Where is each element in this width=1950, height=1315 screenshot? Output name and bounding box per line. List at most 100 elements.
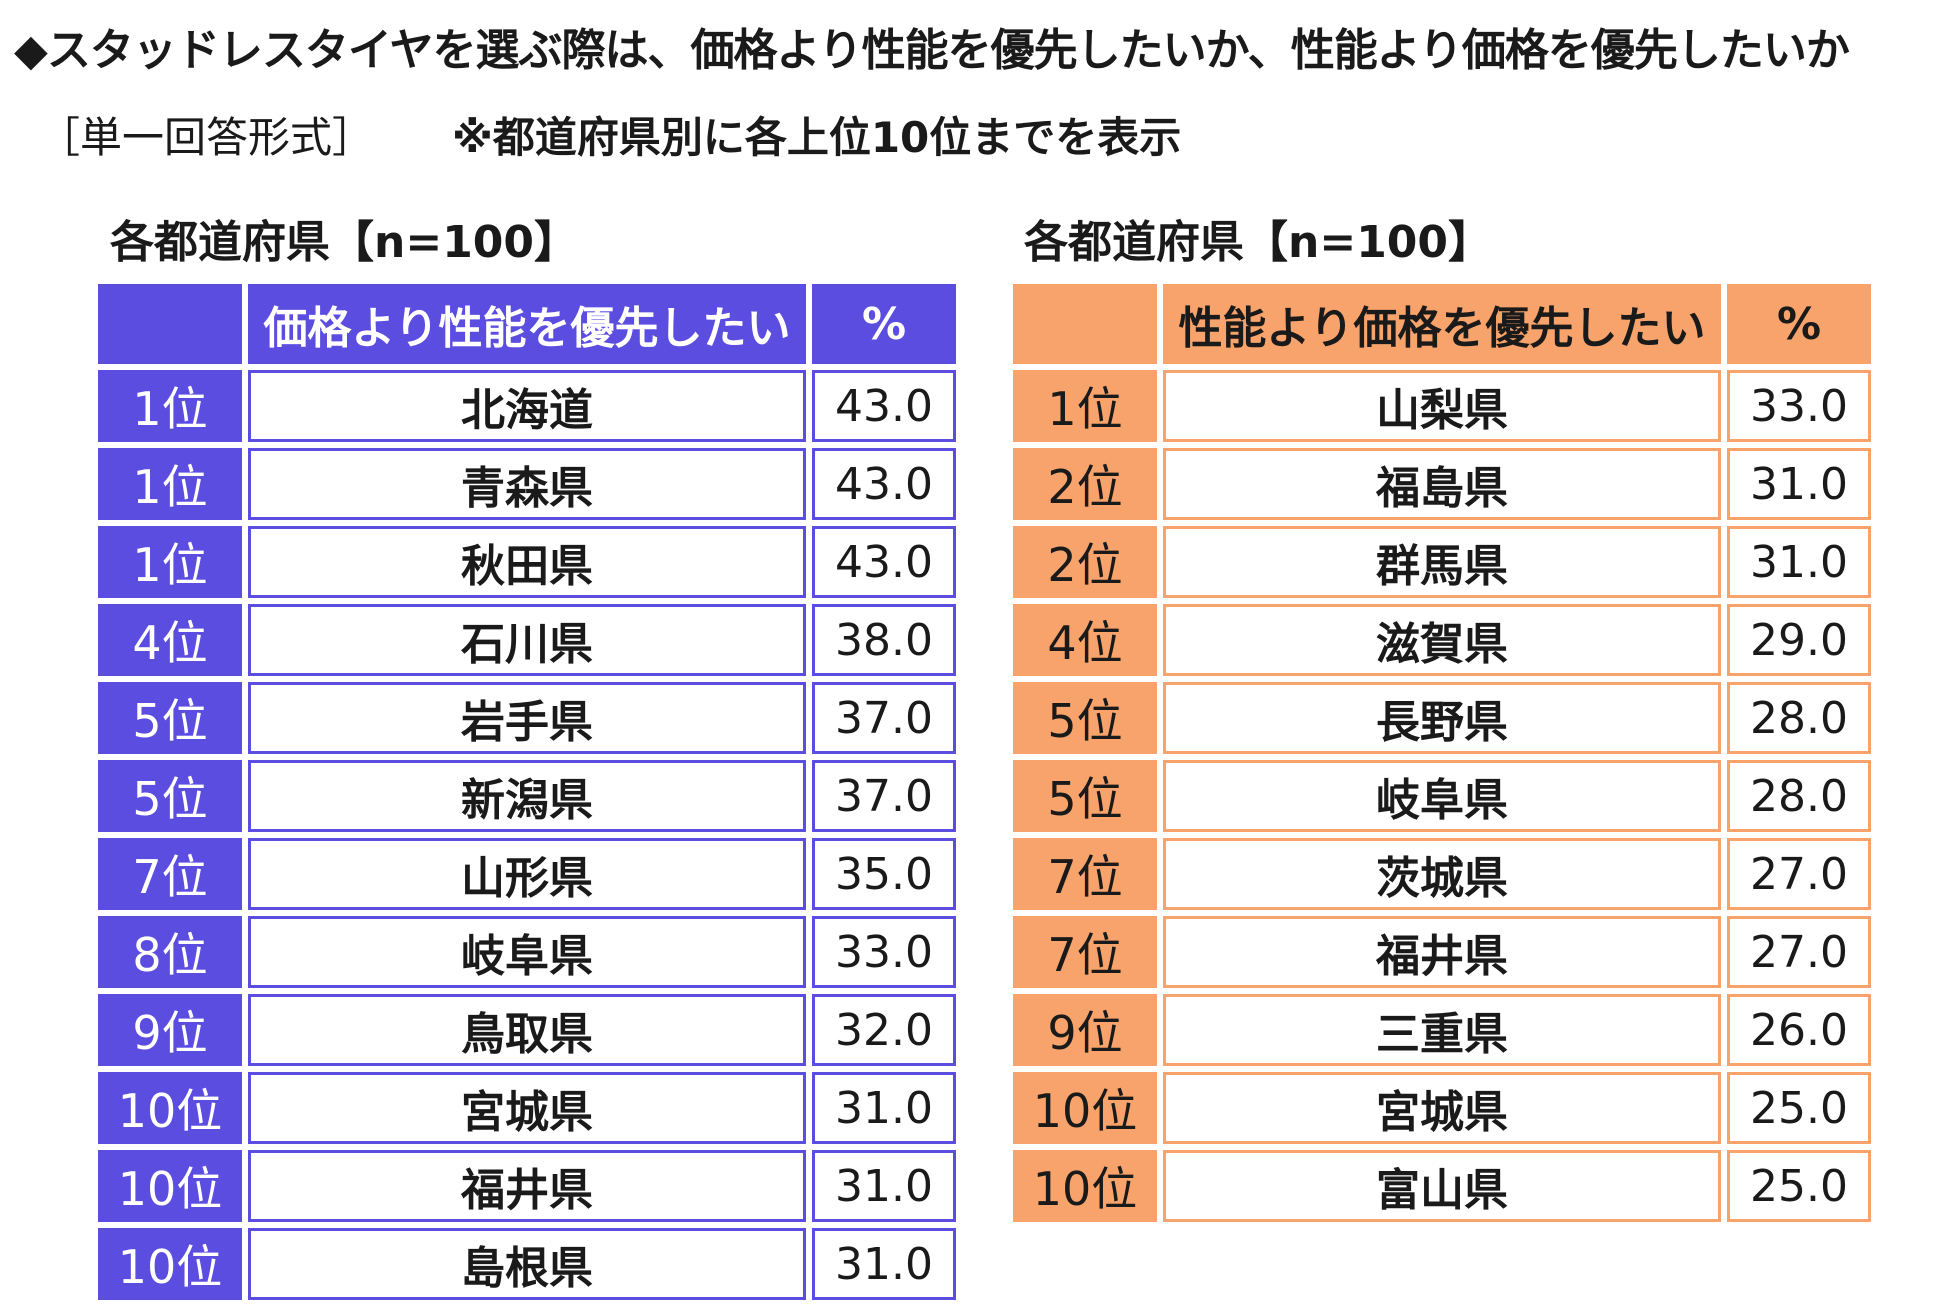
table-row: 4位 滋賀県 29.0: [1013, 604, 1871, 676]
prefecture-cell: 山梨県: [1163, 370, 1721, 442]
rank-cell: 4位: [98, 604, 242, 676]
rank-cell: 1位: [1013, 370, 1157, 442]
prefecture-cell: 秋田県: [248, 526, 806, 598]
table-row: 5位 長野県 28.0: [1013, 682, 1871, 754]
table-header-row: 価格より性能を優先したい %: [98, 284, 956, 364]
percent-cell: 35.0: [812, 838, 956, 910]
right-table-caption: 各都道府県【n=100】: [1024, 217, 1493, 268]
left-table-caption: 各都道府県【n=100】: [110, 217, 579, 268]
prefecture-cell: 福井県: [1163, 916, 1721, 988]
display-note: ※都道府県別に各上位10位までを表示: [452, 113, 1182, 162]
prefecture-cell: 島根県: [248, 1228, 806, 1300]
prefecture-cell: 群馬県: [1163, 526, 1721, 598]
prefecture-cell: 宮城県: [248, 1072, 806, 1144]
percent-cell: 31.0: [1727, 448, 1871, 520]
table-row: 5位 岐阜県 28.0: [1013, 760, 1871, 832]
prefecture-cell: 青森県: [248, 448, 806, 520]
table-row: 2位 福島県 31.0: [1013, 448, 1871, 520]
header-rank-cell: [98, 284, 242, 364]
prefecture-cell: 富山県: [1163, 1150, 1721, 1222]
answer-format-label: ［単一回答形式］: [38, 113, 375, 162]
table-row: 9位 鳥取県 32.0: [98, 994, 956, 1066]
percent-cell: 32.0: [812, 994, 956, 1066]
header-percent-cell: %: [812, 284, 956, 364]
rank-cell: 7位: [98, 838, 242, 910]
prefecture-cell: 滋賀県: [1163, 604, 1721, 676]
performance-priority-table: 価格より性能を優先したい % 1位 北海道 43.0 1位 青森県 43.0 1位 秋田県 43…: [98, 284, 956, 1306]
prefecture-cell: 石川県: [248, 604, 806, 676]
table-row: 5位 岩手県 37.0: [98, 682, 956, 754]
table-row: 10位 福井県 31.0: [98, 1150, 956, 1222]
prefecture-cell: 福井県: [248, 1150, 806, 1222]
percent-cell: 31.0: [812, 1150, 956, 1222]
table-row: 10位 宮城県 25.0: [1013, 1072, 1871, 1144]
prefecture-cell: 北海道: [248, 370, 806, 442]
rank-cell: 7位: [1013, 916, 1157, 988]
prefecture-cell: 茨城県: [1163, 838, 1721, 910]
percent-cell: 33.0: [1727, 370, 1871, 442]
prefecture-cell: 三重県: [1163, 994, 1721, 1066]
percent-cell: 31.0: [1727, 526, 1871, 598]
rank-cell: 10位: [98, 1072, 242, 1144]
percent-cell: 43.0: [812, 448, 956, 520]
table-row: 8位 岐阜県 33.0: [98, 916, 956, 988]
rank-cell: 10位: [98, 1150, 242, 1222]
rank-cell: 7位: [1013, 838, 1157, 910]
rank-cell: 1位: [98, 526, 242, 598]
rank-cell: 1位: [98, 448, 242, 520]
table-row: 10位 富山県 25.0: [1013, 1150, 1871, 1222]
rank-cell: 5位: [1013, 760, 1157, 832]
rank-cell: 2位: [1013, 526, 1157, 598]
table-row: 10位 宮城県 31.0: [98, 1072, 956, 1144]
rank-cell: 1位: [98, 370, 242, 442]
percent-cell: 38.0: [812, 604, 956, 676]
prefecture-cell: 福島県: [1163, 448, 1721, 520]
percent-cell: 31.0: [812, 1228, 956, 1300]
prefecture-cell: 宮城県: [1163, 1072, 1721, 1144]
header-percent-cell: %: [1727, 284, 1871, 364]
table-row: 4位 石川県 38.0: [98, 604, 956, 676]
table-row: 2位 群馬県 31.0: [1013, 526, 1871, 598]
prefecture-cell: 岩手県: [248, 682, 806, 754]
table-header-row: 性能より価格を優先したい %: [1013, 284, 1871, 364]
rank-cell: 10位: [1013, 1072, 1157, 1144]
prefecture-cell: 鳥取県: [248, 994, 806, 1066]
table-row: 7位 福井県 27.0: [1013, 916, 1871, 988]
header-item-cell: 価格より性能を優先したい: [248, 284, 806, 364]
rank-cell: 9位: [1013, 994, 1157, 1066]
rank-cell: 5位: [98, 682, 242, 754]
header-rank-cell: [1013, 284, 1157, 364]
prefecture-cell: 岐阜県: [248, 916, 806, 988]
percent-cell: 28.0: [1727, 682, 1871, 754]
percent-cell: 25.0: [1727, 1072, 1871, 1144]
rank-cell: 5位: [98, 760, 242, 832]
page-title: ◆スタッドレスタイヤを選ぶ際は、価格より性能を優先したいか、性能より価格を優先し…: [14, 25, 1850, 76]
table-row: 1位 北海道 43.0: [98, 370, 956, 442]
rank-cell: 10位: [98, 1228, 242, 1300]
table-row: 1位 山梨県 33.0: [1013, 370, 1871, 442]
rank-cell: 9位: [98, 994, 242, 1066]
percent-cell: 29.0: [1727, 604, 1871, 676]
table-row: 10位 島根県 31.0: [98, 1228, 956, 1300]
table-row: 1位 秋田県 43.0: [98, 526, 956, 598]
table-row: 1位 青森県 43.0: [98, 448, 956, 520]
rank-cell: 4位: [1013, 604, 1157, 676]
percent-cell: 27.0: [1727, 916, 1871, 988]
percent-cell: 37.0: [812, 682, 956, 754]
percent-cell: 33.0: [812, 916, 956, 988]
table-row: 9位 三重県 26.0: [1013, 994, 1871, 1066]
rank-cell: 5位: [1013, 682, 1157, 754]
prefecture-cell: 山形県: [248, 838, 806, 910]
header-item-cell: 性能より価格を優先したい: [1163, 284, 1721, 364]
rank-cell: 8位: [98, 916, 242, 988]
rank-cell: 10位: [1013, 1150, 1157, 1222]
rank-cell: 2位: [1013, 448, 1157, 520]
percent-cell: 31.0: [812, 1072, 956, 1144]
percent-cell: 26.0: [1727, 994, 1871, 1066]
table-row: 7位 茨城県 27.0: [1013, 838, 1871, 910]
prefecture-cell: 長野県: [1163, 682, 1721, 754]
percent-cell: 43.0: [812, 370, 956, 442]
percent-cell: 25.0: [1727, 1150, 1871, 1222]
percent-cell: 27.0: [1727, 838, 1871, 910]
prefecture-cell: 岐阜県: [1163, 760, 1721, 832]
